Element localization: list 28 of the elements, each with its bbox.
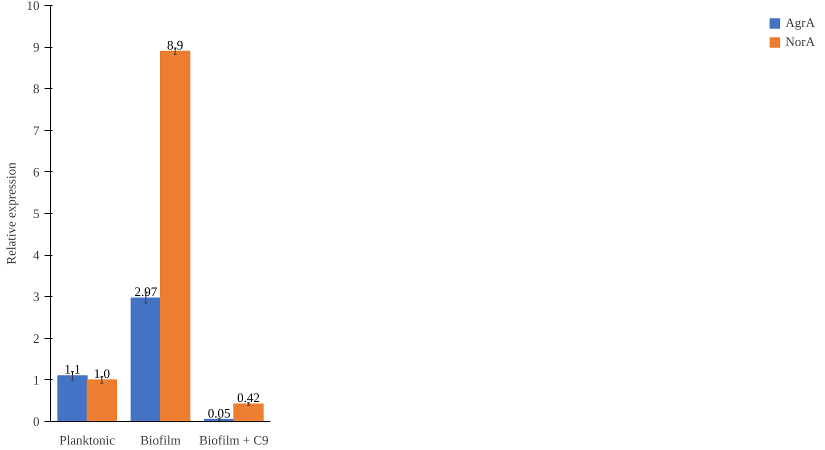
data-label: 2.97 (134, 284, 158, 299)
y-tick-label: 3 (33, 289, 40, 304)
legend-label: AgrA (785, 15, 815, 31)
bar (233, 404, 264, 422)
y-tick-label: 10 (26, 0, 40, 13)
bar (57, 375, 88, 422)
data-label: 8.9 (167, 37, 184, 52)
bar (160, 50, 190, 422)
y-tick-label: 7 (33, 122, 40, 138)
y-tick-label: 8 (33, 81, 40, 96)
bar (130, 297, 161, 422)
y-tick-label: 5 (33, 206, 40, 221)
x-tick-label: Planktonic (59, 432, 116, 448)
data-label: 1.0 (94, 366, 110, 381)
y-axis-title: Relative expression (4, 162, 18, 265)
y-tick-label: 6 (33, 164, 40, 180)
x-tick-label: Biofilm + C9 (199, 432, 269, 448)
data-label: 0.42 (237, 390, 260, 406)
y-tick-label: 1 (33, 372, 40, 388)
y-tick-label: 9 (33, 40, 40, 55)
x-tick-label: Biofilm (140, 432, 181, 448)
y-tick-label: 2 (33, 330, 40, 346)
data-label: 0.05 (208, 405, 231, 420)
legend-label: NorA (785, 34, 815, 50)
bar (86, 379, 117, 422)
data-label: 1.1 (64, 362, 81, 377)
y-tick-label: 0 (33, 414, 40, 429)
y-tick-label: 4 (33, 248, 40, 263)
